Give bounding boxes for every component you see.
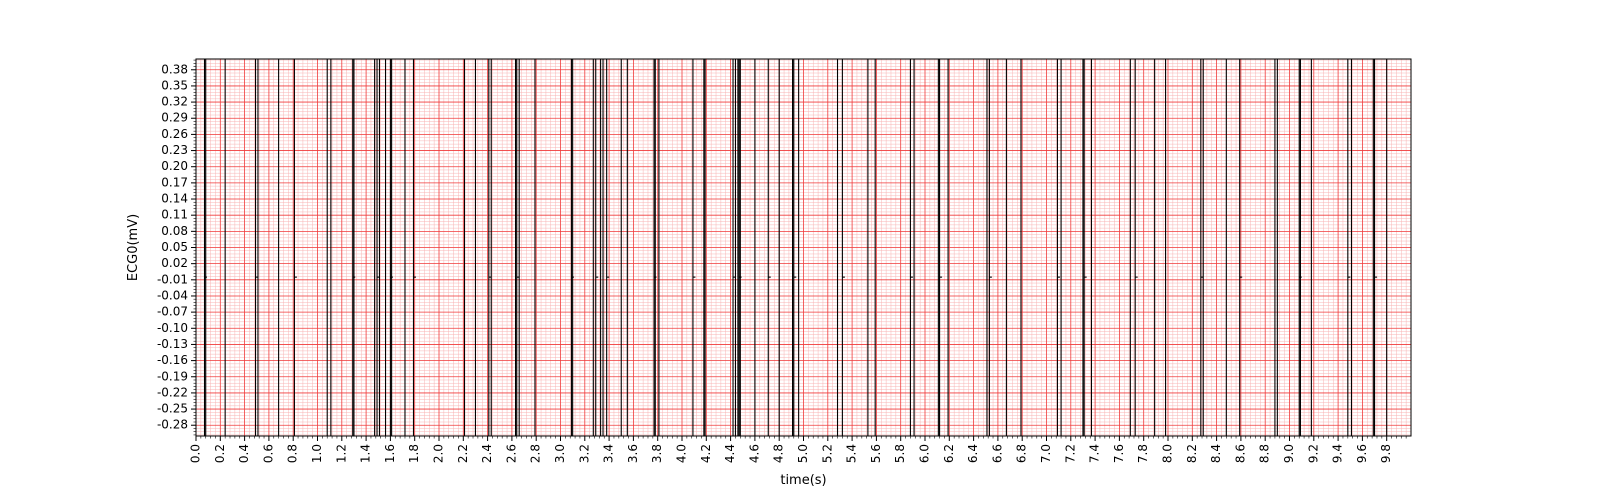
y-tick-label: -0.25 bbox=[157, 402, 188, 416]
x-tick-label: 5.0 bbox=[796, 444, 810, 463]
x-tick-label: 7.8 bbox=[1136, 444, 1150, 463]
x-tick-label: 2.4 bbox=[480, 444, 494, 463]
x-tick-label: 5.4 bbox=[845, 444, 859, 463]
x-tick-label: 3.2 bbox=[577, 444, 591, 463]
y-tick-label: 0.20 bbox=[161, 159, 188, 173]
x-tick-label: 4.6 bbox=[747, 444, 761, 463]
y-tick-label: 0.23 bbox=[161, 143, 188, 157]
x-tick-label: 4.2 bbox=[699, 444, 713, 463]
y-axis-ticks: -0.28 -0.25 -0.22 -0.19 -0.16 -0.13 -0.10 -0.07… bbox=[157, 59, 196, 436]
x-tick-label: 4.8 bbox=[772, 444, 786, 463]
x-tick-label: 9.8 bbox=[1379, 444, 1393, 463]
x-tick-label: 7.4 bbox=[1088, 444, 1102, 463]
x-tick-label: 1.4 bbox=[359, 444, 373, 463]
x-tick-label: 9.2 bbox=[1306, 444, 1320, 463]
x-tick-label: 1.2 bbox=[334, 444, 348, 463]
y-tick-label: 0.17 bbox=[161, 175, 188, 189]
ecg-line bbox=[196, 58, 1411, 437]
y-tick-label: -0.07 bbox=[157, 305, 188, 319]
y-tick-label: 0.05 bbox=[161, 240, 188, 254]
x-tick-label: 6.0 bbox=[918, 444, 932, 463]
x-axis-ticks: 0.0 0.2 0.4 0.6 0.8 1.0 1.2 1.4 1.6 1.8 2.0 2.2 2.4 2… bbox=[189, 436, 1407, 463]
x-tick-label: 2.2 bbox=[456, 444, 470, 463]
y-tick-label: 0.26 bbox=[161, 127, 188, 141]
x-tick-label: 8.6 bbox=[1233, 444, 1247, 463]
x-tick-label: 2.0 bbox=[432, 444, 446, 463]
x-tick-label: 6.8 bbox=[1015, 444, 1029, 463]
x-tick-label: 9.4 bbox=[1331, 444, 1345, 463]
x-tick-label: 8.8 bbox=[1258, 444, 1272, 463]
x-tick-label: 8.0 bbox=[1161, 444, 1175, 463]
x-tick-label: 5.2 bbox=[820, 444, 834, 463]
y-tick-label: -0.22 bbox=[157, 385, 188, 399]
x-tick-label: 3.0 bbox=[553, 444, 567, 463]
x-tick-label: 5.8 bbox=[893, 444, 907, 463]
y-tick-label: 0.29 bbox=[161, 111, 188, 125]
ecg-trace bbox=[196, 58, 1411, 437]
x-tick-label: 1.8 bbox=[407, 444, 421, 463]
y-tick-label: -0.19 bbox=[157, 369, 188, 383]
x-tick-label: 0.4 bbox=[237, 444, 251, 463]
x-tick-label: 7.0 bbox=[1039, 444, 1053, 463]
x-axis-label: time(s) bbox=[780, 473, 826, 488]
x-tick-label: 0.6 bbox=[261, 444, 275, 463]
x-tick-label: 0.2 bbox=[213, 444, 227, 463]
x-tick-label: 5.6 bbox=[869, 444, 883, 463]
y-tick-label: -0.16 bbox=[157, 353, 188, 367]
x-tick-label: 7.6 bbox=[1112, 444, 1126, 463]
x-tick-label: 3.6 bbox=[626, 444, 640, 463]
x-tick-label: 1.0 bbox=[310, 444, 324, 463]
x-tick-label: 0.8 bbox=[286, 444, 300, 463]
x-tick-label: 2.6 bbox=[504, 444, 518, 463]
y-tick-label: 0.02 bbox=[161, 256, 188, 270]
y-tick-label: 0.08 bbox=[161, 224, 188, 238]
x-tick-label: 0.0 bbox=[189, 444, 203, 463]
major-grid bbox=[195, 59, 1411, 436]
x-tick-label: 3.8 bbox=[650, 444, 664, 463]
x-tick-label: 2.8 bbox=[529, 444, 543, 463]
y-tick-label: -0.04 bbox=[157, 288, 188, 302]
x-tick-label: 8.2 bbox=[1185, 444, 1199, 463]
y-tick-label: -0.01 bbox=[157, 272, 188, 286]
x-tick-label: 6.2 bbox=[942, 444, 956, 463]
y-tick-label: -0.28 bbox=[157, 418, 188, 432]
x-tick-label: 4.4 bbox=[723, 444, 737, 463]
y-tick-label: -0.10 bbox=[157, 321, 188, 335]
y-tick-label: 0.14 bbox=[161, 192, 188, 206]
x-tick-label: 1.6 bbox=[383, 444, 397, 463]
x-tick-label: 8.4 bbox=[1209, 444, 1223, 463]
x-tick-label: 6.6 bbox=[990, 444, 1004, 463]
y-tick-label: 0.35 bbox=[161, 78, 188, 92]
y-tick-label: 0.38 bbox=[161, 62, 188, 76]
y-tick-label: 0.11 bbox=[161, 208, 188, 222]
y-tick-label: 0.32 bbox=[161, 95, 188, 109]
y-tick-label: -0.13 bbox=[157, 337, 188, 351]
y-axis-label: ECG0(mV) bbox=[126, 214, 141, 281]
x-tick-label: 4.0 bbox=[675, 444, 689, 463]
x-tick-label: 3.4 bbox=[602, 444, 616, 463]
x-tick-label: 9.6 bbox=[1355, 444, 1369, 463]
x-tick-label: 7.2 bbox=[1063, 444, 1077, 463]
x-tick-label: 9.0 bbox=[1282, 444, 1296, 463]
x-tick-label: 6.4 bbox=[966, 444, 980, 463]
